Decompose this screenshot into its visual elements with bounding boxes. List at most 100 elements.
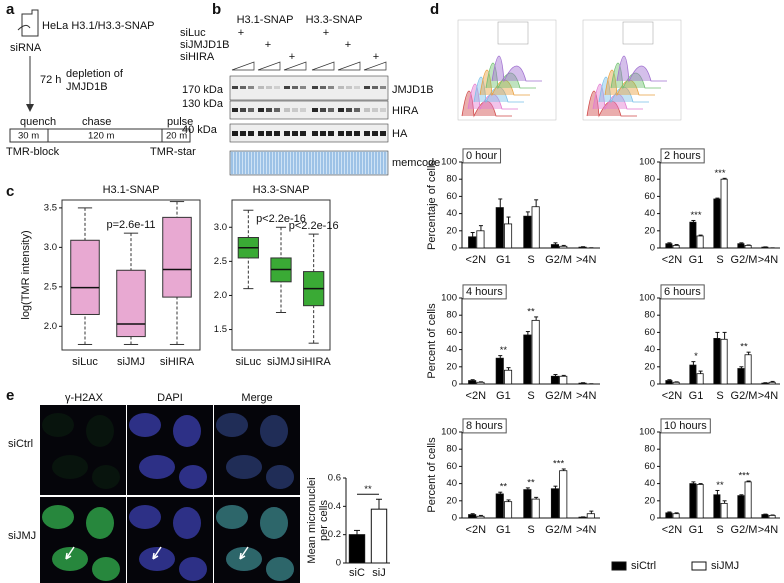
legend-swatch — [611, 561, 627, 571]
flow-peak — [467, 83, 518, 111]
bar — [495, 493, 504, 519]
y-tick-label: 40 — [644, 478, 655, 489]
bar — [531, 206, 540, 249]
flow-legend — [622, 21, 654, 45]
nucleus — [173, 415, 201, 447]
bar — [559, 470, 568, 519]
y-tick-label: 40 — [644, 344, 655, 355]
band — [274, 86, 280, 89]
bar — [689, 364, 697, 385]
title-box — [660, 418, 711, 434]
bar — [696, 484, 704, 519]
significance: ** — [740, 342, 748, 353]
significance: ** — [364, 484, 372, 495]
band — [292, 108, 298, 112]
row-label: siJMJ — [8, 530, 36, 542]
box — [162, 216, 192, 298]
arrow — [65, 546, 75, 560]
plus: + — [265, 39, 271, 51]
band — [364, 131, 370, 136]
y-tick-label: 40 — [446, 478, 457, 489]
y-axis-label: Percent of cells — [426, 437, 438, 513]
titration-wedge — [337, 61, 361, 71]
band — [248, 131, 254, 136]
titration-wedge — [231, 61, 255, 71]
band — [320, 131, 326, 136]
flow-peak — [586, 90, 637, 118]
nucleus — [129, 505, 161, 529]
bar — [768, 381, 776, 385]
row-label: siCtrl — [8, 438, 33, 450]
x-tick-label: siC — [349, 567, 365, 579]
bar — [503, 223, 513, 249]
band — [284, 108, 290, 112]
flow-peak — [598, 76, 649, 104]
reagent: TMR-block — [6, 146, 60, 158]
bar — [550, 375, 560, 385]
significance: *** — [553, 458, 564, 469]
band — [380, 131, 386, 136]
band — [292, 131, 298, 136]
significance: * — [694, 351, 698, 362]
x-tick-label: G1 — [689, 390, 704, 402]
y-tick-label: 60 — [446, 191, 457, 202]
x-tick-label: G1 — [496, 390, 511, 402]
depletion: depletion of — [66, 68, 124, 80]
band — [232, 108, 238, 112]
flow-peak — [485, 62, 536, 90]
bar — [689, 483, 697, 519]
y-tick-label: 60 — [644, 461, 655, 472]
flow-peak — [604, 69, 655, 97]
plus: + — [238, 27, 244, 39]
flow-peak — [592, 83, 643, 111]
band — [328, 131, 334, 136]
x-tick-label: >4N — [576, 254, 597, 266]
x-tick-label: >4N — [758, 254, 779, 266]
bar — [495, 207, 504, 249]
y-tick-label: 80 — [644, 310, 655, 321]
titration-wedge — [363, 61, 387, 71]
band — [232, 86, 238, 89]
y-tick-label: 100 — [639, 427, 655, 438]
y-tick-label: 60 — [446, 461, 457, 472]
x-tick-label: >4N — [758, 390, 779, 402]
y-tick-label: 20 — [644, 225, 655, 236]
nucleus — [260, 415, 288, 447]
flow-peak — [610, 62, 661, 90]
bar — [689, 221, 697, 249]
y-tick-label: 100 — [639, 157, 655, 168]
time: 72 h — [40, 74, 61, 86]
y-tick-label: 60 — [446, 327, 457, 338]
band — [248, 108, 254, 112]
h2ax — [216, 413, 248, 437]
legend-swatch — [691, 561, 707, 571]
y-tick-label: 0 — [452, 513, 457, 524]
band — [338, 108, 344, 112]
x-tick-label: <2N — [662, 254, 683, 266]
band — [240, 131, 246, 136]
y-tick-label: 80 — [446, 174, 457, 185]
y-tick-label: 3.0 — [44, 242, 57, 253]
x-tick-label: siJMJ — [267, 356, 295, 368]
band — [320, 108, 326, 112]
significance: *** — [738, 471, 749, 482]
bar — [578, 382, 587, 385]
step: quench — [20, 116, 56, 128]
box — [116, 269, 146, 338]
chart-title: 2 hours — [664, 150, 701, 162]
y-tick-label: 1.5 — [214, 324, 227, 335]
x-tick-label: G2/M — [545, 524, 572, 536]
y-axis-label: Percent of cells — [426, 303, 438, 379]
bar — [672, 381, 680, 385]
bar — [672, 245, 680, 249]
band-label: JMJD1B — [392, 84, 434, 96]
h2ax — [92, 557, 120, 581]
band — [346, 108, 352, 112]
band — [372, 108, 378, 112]
bar — [550, 244, 560, 249]
nucleus — [216, 505, 248, 529]
arrow — [152, 546, 162, 560]
nucleus — [216, 413, 248, 437]
band — [312, 86, 318, 89]
band — [338, 131, 344, 136]
